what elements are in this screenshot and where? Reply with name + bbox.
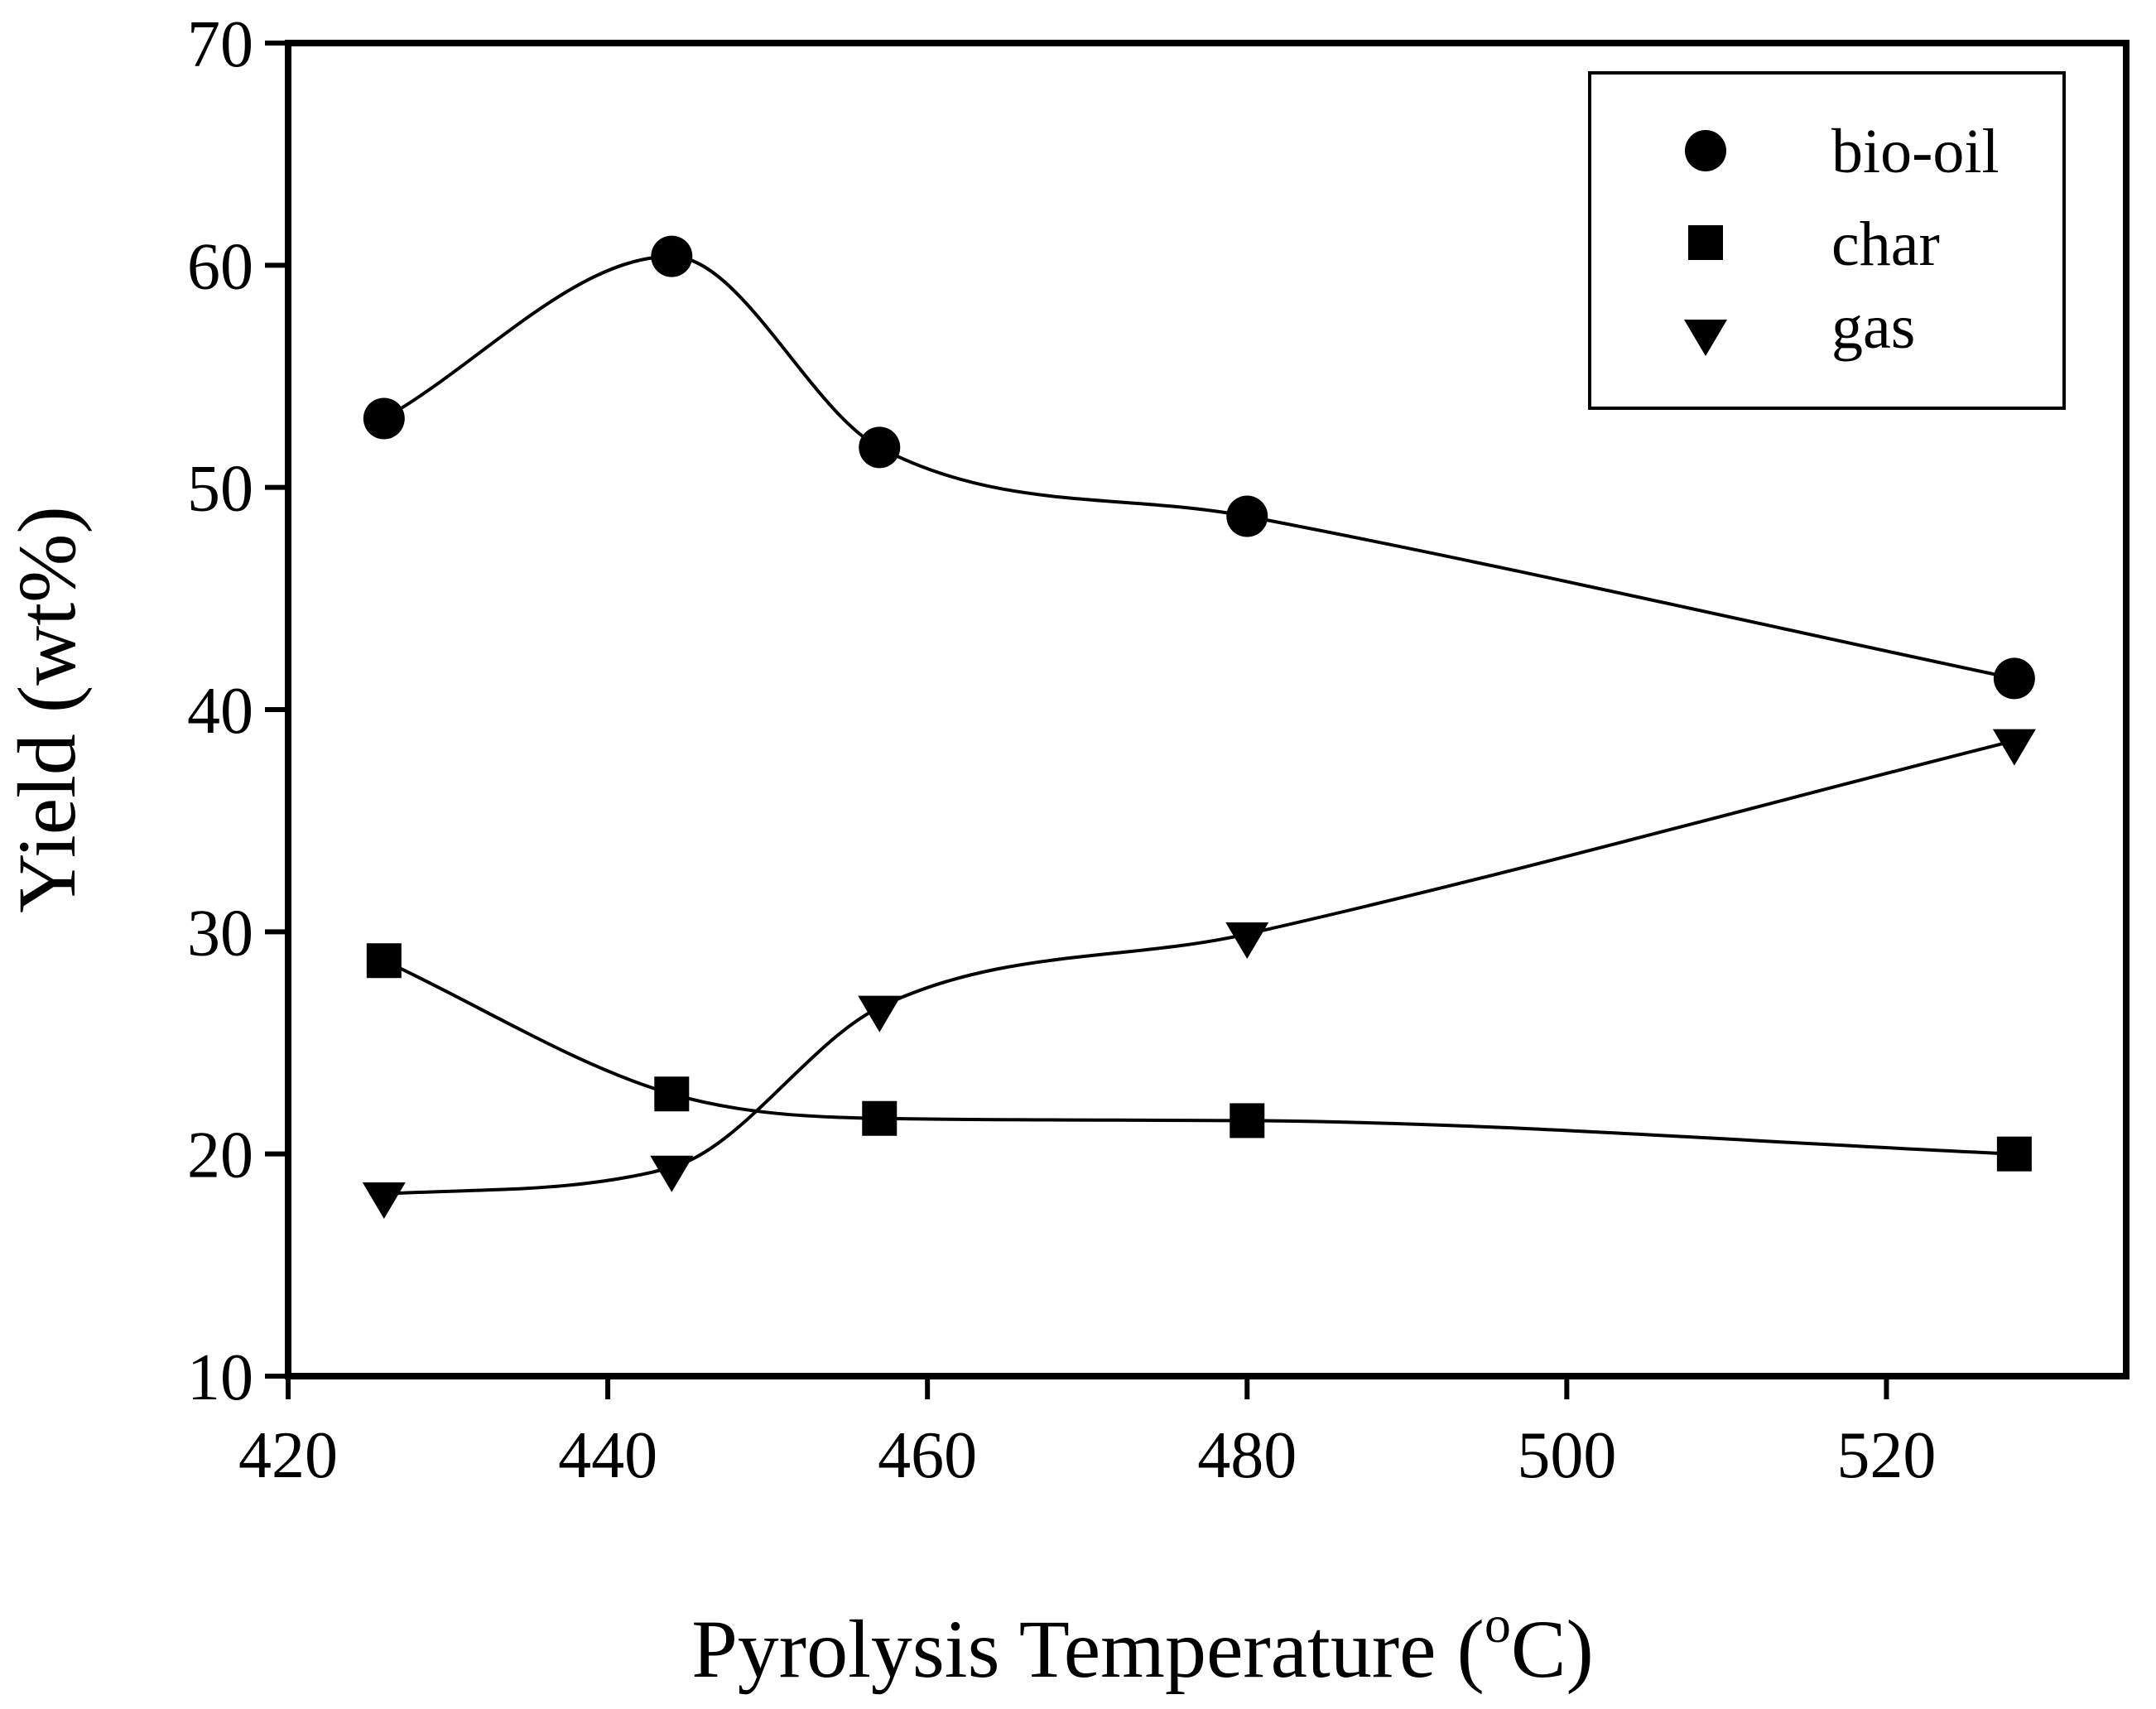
legend-entry-bio-oil: bio-oil bbox=[1685, 117, 2000, 186]
x-tick-label-420: 420 bbox=[238, 1419, 338, 1492]
legend-entry-char: char bbox=[1688, 209, 1940, 279]
series-line-char bbox=[383, 959, 2014, 1156]
point-gas-528 bbox=[1992, 729, 2036, 766]
legend-marker-char bbox=[1688, 225, 1723, 260]
point-gas-457 bbox=[858, 995, 902, 1033]
y-axis-title: Yield (wt%) bbox=[1, 506, 93, 913]
point-char-457 bbox=[862, 1100, 898, 1136]
y-axis: 10 20 30 40 50 60 70 bbox=[187, 8, 288, 1414]
x-tick-label-480: 480 bbox=[1197, 1419, 1297, 1492]
x-axis-title-degree: o bbox=[1485, 1595, 1511, 1654]
y-tick-label-70: 70 bbox=[187, 8, 253, 81]
y-tick-label-20: 20 bbox=[187, 1119, 253, 1192]
series-line-gas bbox=[383, 739, 2015, 1196]
y-tick-label-30: 30 bbox=[187, 897, 253, 970]
series-layer bbox=[362, 235, 2036, 1219]
legend-label-char: char bbox=[1831, 209, 1940, 279]
x-tick-label-500: 500 bbox=[1517, 1419, 1616, 1492]
y-tick-label-10: 10 bbox=[187, 1341, 253, 1414]
point-gas-426 bbox=[362, 1182, 406, 1219]
point-char-480 bbox=[1230, 1103, 1265, 1139]
legend: bio-oil char gas bbox=[1588, 71, 2066, 410]
legend-label-gas: gas bbox=[1831, 292, 1915, 362]
x-tick-label-520: 520 bbox=[1836, 1419, 1936, 1492]
series-line-bio-oil bbox=[383, 254, 2015, 681]
y-tick-label-60: 60 bbox=[187, 230, 253, 303]
point-bio-oil-528 bbox=[1993, 657, 2035, 700]
point-char-528 bbox=[1996, 1136, 2032, 1172]
x-axis-title-main: Pyrolysis Temperature ( bbox=[691, 1603, 1485, 1695]
point-char-444 bbox=[654, 1076, 690, 1112]
point-bio-oil-444 bbox=[651, 235, 693, 277]
point-gas-480 bbox=[1225, 922, 1269, 960]
x-axis-title: Pyrolysis Temperature (oC) bbox=[691, 1595, 1594, 1695]
x-tick-label-460: 460 bbox=[878, 1419, 977, 1492]
legend-box bbox=[1588, 71, 2066, 410]
x-tick-label-440: 440 bbox=[558, 1419, 657, 1492]
point-char-426 bbox=[366, 943, 402, 979]
y-tick-label-50: 50 bbox=[187, 453, 253, 526]
x-axis-title-unit: C) bbox=[1511, 1603, 1594, 1695]
legend-entry-gas: gas bbox=[1684, 292, 1915, 362]
point-gas-444 bbox=[650, 1155, 694, 1192]
y-tick-label-40: 40 bbox=[187, 675, 253, 748]
x-axis: 420 440 460 480 500 520 bbox=[238, 1376, 1936, 1492]
point-bio-oil-480 bbox=[1226, 495, 1268, 537]
legend-label-bio-oil: bio-oil bbox=[1831, 117, 2000, 186]
legend-marker-bio-oil bbox=[1685, 130, 1726, 171]
legend-marker-gas bbox=[1684, 320, 1727, 356]
point-bio-oil-457 bbox=[859, 426, 901, 469]
point-bio-oil-426 bbox=[363, 397, 405, 440]
